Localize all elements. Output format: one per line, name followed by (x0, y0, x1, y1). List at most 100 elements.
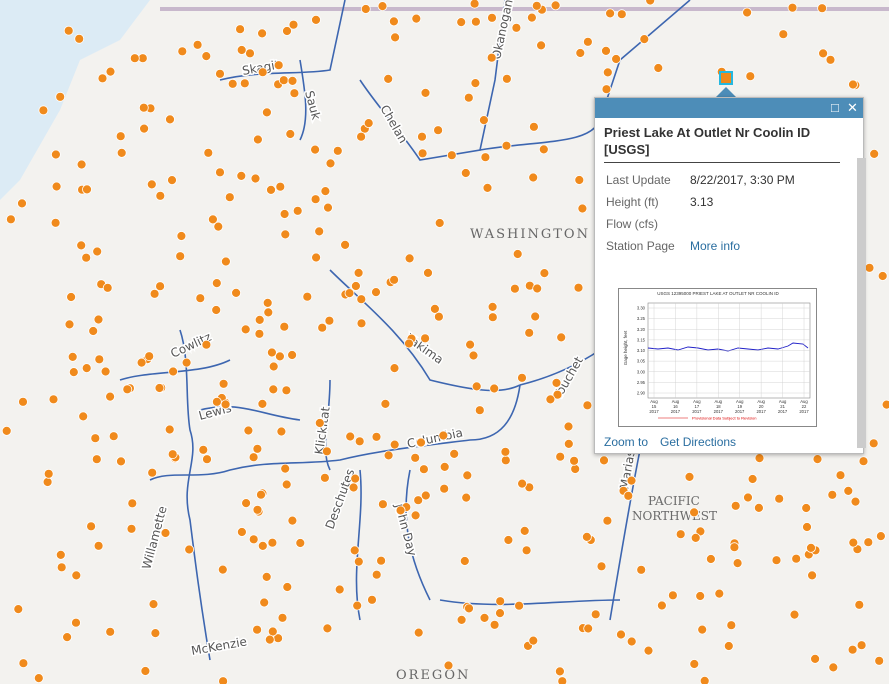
station[interactable] (220, 256, 231, 267)
station[interactable] (181, 357, 192, 368)
station[interactable] (167, 449, 178, 460)
station[interactable] (360, 4, 371, 14)
station[interactable] (345, 431, 356, 442)
station[interactable] (261, 572, 272, 582)
station[interactable] (459, 556, 470, 566)
station[interactable] (252, 134, 263, 145)
station[interactable] (148, 599, 159, 609)
station[interactable] (268, 384, 279, 395)
station[interactable] (215, 167, 225, 178)
station[interactable] (519, 526, 530, 536)
station[interactable] (138, 102, 149, 113)
station[interactable] (287, 515, 298, 526)
station[interactable] (850, 496, 861, 507)
station[interactable] (601, 84, 612, 95)
station[interactable] (848, 79, 858, 90)
station[interactable] (530, 311, 541, 322)
station[interactable] (288, 19, 299, 30)
station[interactable] (471, 381, 482, 392)
station[interactable] (583, 623, 594, 634)
action-link[interactable]: Zoom to (604, 435, 649, 449)
station[interactable] (71, 617, 81, 628)
station[interactable] (252, 624, 263, 635)
close-button[interactable]: ✕ (847, 100, 858, 115)
station[interactable] (164, 424, 175, 435)
station[interactable] (486, 52, 497, 63)
station[interactable] (275, 181, 286, 192)
station[interactable] (176, 231, 187, 241)
station[interactable] (376, 555, 387, 566)
station[interactable] (787, 2, 798, 13)
station[interactable] (639, 34, 650, 44)
station[interactable] (116, 147, 127, 158)
station[interactable] (211, 305, 222, 315)
station[interactable] (390, 32, 401, 43)
station[interactable] (155, 190, 166, 201)
station[interactable] (239, 78, 250, 89)
station[interactable] (62, 632, 72, 642)
station[interactable] (51, 181, 62, 192)
station[interactable] (88, 326, 99, 336)
station[interactable] (583, 36, 593, 47)
station[interactable] (380, 398, 391, 409)
station[interactable] (363, 118, 374, 128)
station[interactable] (220, 399, 231, 410)
station[interactable] (64, 319, 75, 330)
station[interactable] (684, 471, 695, 482)
station[interactable] (605, 8, 615, 19)
station[interactable] (847, 644, 858, 655)
station[interactable] (279, 209, 290, 219)
station[interactable] (147, 467, 158, 478)
station[interactable] (322, 623, 333, 634)
station[interactable] (240, 324, 251, 335)
station[interactable] (877, 271, 888, 281)
station[interactable] (254, 328, 265, 339)
station[interactable] (429, 303, 440, 314)
station[interactable] (478, 115, 489, 125)
station[interactable] (601, 46, 611, 56)
station[interactable] (320, 186, 331, 197)
station[interactable] (389, 363, 400, 374)
station[interactable] (536, 40, 546, 51)
station[interactable] (417, 148, 428, 159)
station[interactable] (754, 502, 764, 513)
station[interactable] (86, 521, 96, 532)
station[interactable] (413, 627, 424, 638)
station[interactable] (575, 48, 586, 58)
station[interactable] (201, 51, 212, 61)
station[interactable] (675, 529, 686, 540)
station[interactable] (323, 202, 333, 213)
station[interactable] (139, 123, 150, 134)
station[interactable] (262, 297, 273, 308)
station[interactable] (730, 500, 741, 511)
station[interactable] (140, 666, 151, 676)
station[interactable] (55, 91, 66, 102)
station[interactable] (697, 624, 708, 635)
station[interactable] (250, 173, 261, 184)
station[interactable] (501, 140, 512, 151)
station[interactable] (555, 451, 566, 462)
station[interactable] (582, 400, 593, 411)
station[interactable] (517, 478, 527, 489)
station[interactable] (252, 443, 263, 454)
station[interactable] (827, 489, 838, 500)
station[interactable] (236, 170, 247, 181)
station[interactable] (256, 489, 266, 500)
station[interactable] (743, 492, 753, 503)
station[interactable] (545, 394, 556, 405)
station[interactable] (714, 588, 725, 599)
station[interactable] (198, 444, 209, 455)
station[interactable] (747, 474, 758, 484)
station[interactable] (456, 615, 467, 625)
station[interactable] (818, 48, 828, 59)
station[interactable] (858, 456, 869, 467)
station[interactable] (732, 558, 743, 568)
station[interactable] (90, 433, 101, 444)
station[interactable] (67, 351, 78, 362)
station[interactable] (465, 339, 476, 350)
station[interactable] (243, 425, 254, 436)
station[interactable] (495, 608, 505, 618)
station[interactable] (266, 184, 276, 195)
station[interactable] (500, 455, 511, 466)
station[interactable] (460, 168, 471, 178)
